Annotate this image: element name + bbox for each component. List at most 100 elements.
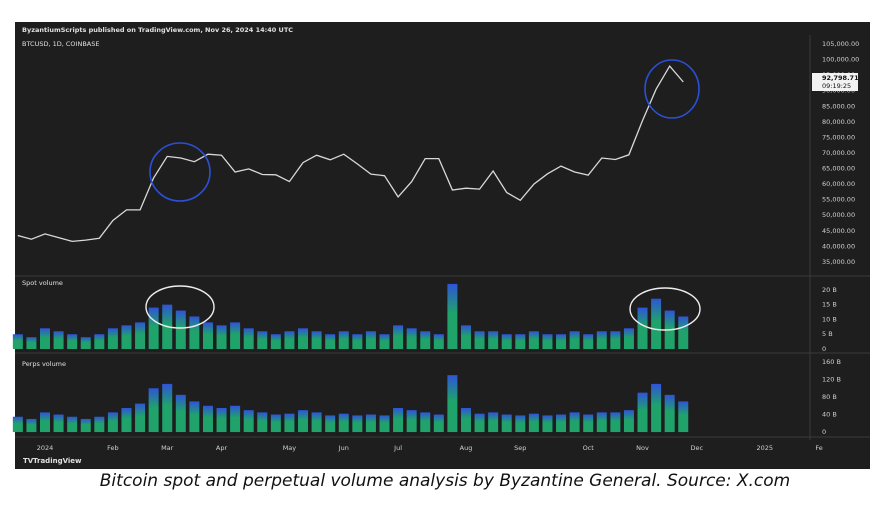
volume-bar — [352, 334, 363, 350]
volume-bar — [202, 322, 213, 350]
volume-bar — [488, 331, 499, 350]
volume-bar — [420, 331, 431, 350]
x-tick-label: Oct — [583, 444, 595, 452]
volume-bar — [637, 392, 648, 433]
volume-bar — [556, 334, 567, 350]
volume-bar — [596, 331, 607, 350]
volume-bar — [406, 328, 417, 350]
volume-bar — [610, 331, 621, 350]
volume-bar — [121, 407, 132, 433]
y-tick-label: 80 B — [822, 393, 837, 401]
volume-bar — [393, 325, 404, 350]
volume-bar — [26, 337, 37, 350]
volume-bar — [678, 316, 689, 350]
header: ByzantiumScripts published on TradingVie… — [22, 26, 293, 34]
volume-bar — [230, 322, 241, 350]
volume-bar — [460, 407, 471, 433]
x-tick-label: Aug — [460, 444, 473, 452]
volume-bar — [53, 331, 64, 350]
y-tick-label: 80,000.00 — [822, 118, 855, 126]
volume-bar — [623, 328, 634, 350]
pane-title: Spot volume — [22, 279, 63, 287]
volume-bar — [583, 334, 594, 350]
volume-bar — [216, 407, 227, 433]
volume-bar — [447, 283, 458, 350]
volume-bar — [243, 410, 254, 433]
volume-bar — [53, 414, 64, 433]
chart-panel — [15, 22, 870, 469]
volume-bar — [406, 410, 417, 433]
x-tick-label: Mar — [161, 444, 174, 452]
volume-bar — [284, 413, 295, 433]
volume-bar — [569, 331, 580, 350]
volume-bar — [135, 322, 146, 350]
volume-bar — [148, 307, 159, 350]
price-line — [17, 64, 684, 243]
x-tick-label: May — [283, 444, 297, 452]
volume-bar — [433, 334, 444, 350]
volume-bar — [678, 401, 689, 433]
volume-bar — [325, 334, 336, 350]
volume-bar — [175, 394, 186, 433]
x-tick-label: Sep — [514, 444, 526, 452]
x-tick-label: Apr — [216, 444, 228, 452]
volume-bar — [474, 413, 485, 433]
volume-bar — [393, 407, 404, 433]
volume-bar — [80, 418, 91, 433]
x-tick-label: Fe — [815, 444, 822, 452]
volume-bar — [651, 298, 662, 350]
annotation-circle — [149, 142, 211, 202]
volume-bar — [610, 412, 621, 433]
volume-bar — [175, 310, 186, 350]
volume-bar — [556, 414, 567, 433]
y-tick-label: 75,000.00 — [822, 133, 855, 141]
y-tick-label: 55,000.00 — [822, 196, 855, 204]
y-tick-label: 105,000.00 — [822, 40, 859, 48]
volume-bar — [257, 412, 268, 433]
y-tick-label: 65,000.00 — [822, 165, 855, 173]
volume-bar — [94, 334, 105, 350]
volume-bar — [135, 403, 146, 433]
volume-bar — [67, 416, 78, 433]
volume-bar — [284, 331, 295, 350]
volume-bar — [583, 414, 594, 433]
x-tick-label: Jul — [393, 444, 402, 452]
volume-bar — [40, 328, 50, 350]
x-tick-label: Dec — [691, 444, 704, 452]
volume-bar — [298, 410, 309, 433]
y-tick-label: 0 — [822, 345, 826, 353]
volume-bar — [94, 416, 105, 433]
volume-bar — [80, 337, 91, 350]
countdown: 09:19:25 — [822, 82, 851, 90]
volume-bar — [230, 405, 241, 433]
y-tick-label: 15 B — [822, 301, 837, 309]
annotation-circle — [145, 285, 215, 329]
volume-bar — [338, 331, 349, 350]
y-tick-label: 20 B — [822, 286, 837, 294]
volume-bar — [528, 331, 539, 350]
annotation-circle — [629, 287, 701, 331]
volume-bar — [596, 412, 607, 433]
volume-bar — [40, 412, 50, 433]
y-tick-label: 10 B — [822, 315, 837, 323]
y-tick-label: 160 B — [822, 358, 841, 366]
volume-bar — [270, 334, 281, 350]
volume-bar — [488, 412, 499, 433]
volume-bar — [474, 331, 485, 350]
brand-logo: TV — [23, 457, 34, 465]
brand: TradingView — [33, 457, 82, 465]
volume-bar — [107, 412, 118, 433]
y-tick-label: 70,000.00 — [822, 149, 855, 157]
y-tick-label: 50,000.00 — [822, 211, 855, 219]
volume-bar — [352, 415, 363, 433]
volume-bar — [542, 415, 553, 433]
y-tick-label: 35,000.00 — [822, 258, 855, 266]
volume-bar — [515, 334, 526, 350]
x-tick-label: 2025 — [756, 444, 773, 452]
volume-bar — [26, 418, 37, 433]
volume-bar — [651, 383, 662, 433]
x-tick-label: Nov — [636, 444, 649, 452]
volume-bar — [298, 328, 309, 350]
volume-bar — [12, 334, 23, 350]
